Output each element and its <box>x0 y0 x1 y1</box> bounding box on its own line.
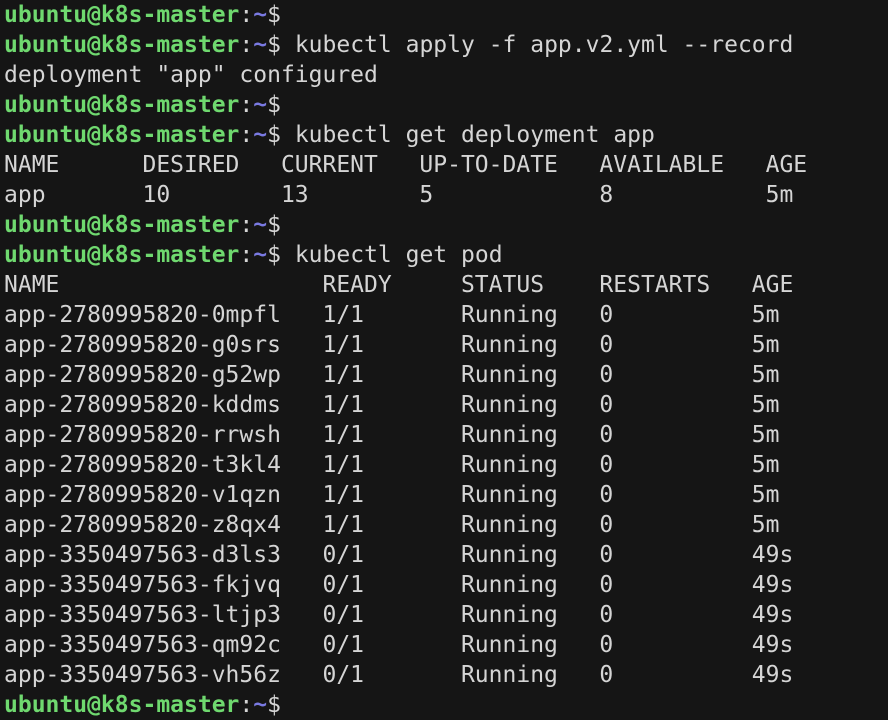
terminal-line: app-3350497563-fkjvq 0/1 Running 0 49s <box>4 570 888 600</box>
terminal-line: ubuntu@k8s-master:~$ kubectl get pod <box>4 240 888 270</box>
terminal-line: app-3350497563-ltjp3 0/1 Running 0 49s <box>4 600 888 630</box>
table-data-row: app-3350497563-qm92c 0/1 Running 0 49s <box>4 632 794 658</box>
terminal-line: app-3350497563-d3ls3 0/1 Running 0 49s <box>4 540 888 570</box>
prompt-path: ~ <box>253 212 268 238</box>
table-data-row: app-3350497563-d3ls3 0/1 Running 0 49s <box>4 542 794 568</box>
prompt-path: ~ <box>253 92 268 118</box>
terminal-line: deployment "app" configured <box>4 60 888 90</box>
prompt-colon: : <box>239 242 254 268</box>
prompt-colon: : <box>239 32 254 58</box>
table-header-row: NAME DESIRED CURRENT UP-TO-DATE AVAILABL… <box>4 152 808 178</box>
terminal-line: ubuntu@k8s-master:~$ <box>4 90 888 120</box>
prompt-dollar: $ <box>267 32 281 58</box>
prompt-dollar: $ <box>267 92 281 118</box>
terminal-line: ubuntu@k8s-master:~$ kubectl get deploym… <box>4 120 888 150</box>
output-text: deployment "app" configured <box>4 62 378 88</box>
terminal-line: ubuntu@k8s-master:~$ <box>4 0 888 30</box>
terminal-line: ubuntu@k8s-master:~$ <box>4 690 888 720</box>
command-text: kubectl get deployment app <box>280 122 655 148</box>
terminal-line: app-2780995820-z8qx4 1/1 Running 0 5m <box>4 510 888 540</box>
prompt-user-host: ubuntu@k8s-master <box>4 2 240 28</box>
prompt-user-host: ubuntu@k8s-master <box>4 122 240 148</box>
terminal-line: ubuntu@k8s-master:~$ kubectl apply -f ap… <box>4 30 888 60</box>
prompt-dollar: $ <box>267 122 281 148</box>
terminal-line: app-2780995820-0mpfl 1/1 Running 0 5m <box>4 300 888 330</box>
terminal-line: app-2780995820-g0srs 1/1 Running 0 5m <box>4 330 888 360</box>
table-data-row: app-2780995820-g52wp 1/1 Running 0 5m <box>4 362 780 388</box>
prompt-path: ~ <box>253 2 268 28</box>
terminal-line: ubuntu@k8s-master:~$ <box>4 210 888 240</box>
command-text: kubectl get pod <box>280 242 503 268</box>
prompt-colon: : <box>239 692 254 718</box>
table-data-row: app-2780995820-0mpfl 1/1 Running 0 5m <box>4 302 780 328</box>
table-data-row: app 10 13 5 8 5m <box>4 182 794 208</box>
terminal-line: app-3350497563-vh56z 0/1 Running 0 49s <box>4 660 888 690</box>
table-data-row: app-2780995820-g0srs 1/1 Running 0 5m <box>4 332 780 358</box>
prompt-dollar: $ <box>267 2 281 28</box>
terminal-line: app-2780995820-v1qzn 1/1 Running 0 5m <box>4 480 888 510</box>
terminal-line: app-3350497563-qm92c 0/1 Running 0 49s <box>4 630 888 660</box>
terminal-line: NAME READY STATUS RESTARTS AGE <box>4 270 888 300</box>
prompt-user-host: ubuntu@k8s-master <box>4 692 240 718</box>
prompt-path: ~ <box>253 692 268 718</box>
table-data-row: app-3350497563-fkjvq 0/1 Running 0 49s <box>4 572 794 598</box>
prompt-colon: : <box>239 122 254 148</box>
terminal-line: NAME DESIRED CURRENT UP-TO-DATE AVAILABL… <box>4 150 888 180</box>
prompt-path: ~ <box>253 242 268 268</box>
table-header-row: NAME READY STATUS RESTARTS AGE <box>4 272 794 298</box>
table-data-row: app-2780995820-rrwsh 1/1 Running 0 5m <box>4 422 780 448</box>
table-data-row: app-2780995820-v1qzn 1/1 Running 0 5m <box>4 482 780 508</box>
terminal-line: app-2780995820-kddms 1/1 Running 0 5m <box>4 390 888 420</box>
table-data-row: app-3350497563-ltjp3 0/1 Running 0 49s <box>4 602 794 628</box>
table-data-row: app-2780995820-t3kl4 1/1 Running 0 5m <box>4 452 780 478</box>
command-text: kubectl apply -f app.v2.yml --record <box>280 32 794 58</box>
terminal-screen: ubuntu@k8s-master:~$ ubuntu@k8s-master:~$… <box>4 0 888 720</box>
terminal-line: app-2780995820-g52wp 1/1 Running 0 5m <box>4 360 888 390</box>
prompt-colon: : <box>239 212 254 238</box>
prompt-dollar: $ <box>267 242 281 268</box>
prompt-user-host: ubuntu@k8s-master <box>4 242 240 268</box>
terminal-line: app 10 13 5 8 5m <box>4 180 888 210</box>
prompt-colon: : <box>239 2 254 28</box>
prompt-path: ~ <box>253 32 268 58</box>
table-data-row: app-3350497563-vh56z 0/1 Running 0 49s <box>4 662 794 688</box>
prompt-user-host: ubuntu@k8s-master <box>4 32 240 58</box>
prompt-user-host: ubuntu@k8s-master <box>4 92 240 118</box>
terminal-line: app-2780995820-rrwsh 1/1 Running 0 5m <box>4 420 888 450</box>
prompt-dollar: $ <box>267 212 281 238</box>
prompt-path: ~ <box>253 122 268 148</box>
prompt-colon: : <box>239 92 254 118</box>
terminal-line: app-2780995820-t3kl4 1/1 Running 0 5m <box>4 450 888 480</box>
prompt-dollar: $ <box>267 692 281 718</box>
prompt-user-host: ubuntu@k8s-master <box>4 212 240 238</box>
table-data-row: app-2780995820-kddms 1/1 Running 0 5m <box>4 392 780 418</box>
table-data-row: app-2780995820-z8qx4 1/1 Running 0 5m <box>4 512 780 538</box>
